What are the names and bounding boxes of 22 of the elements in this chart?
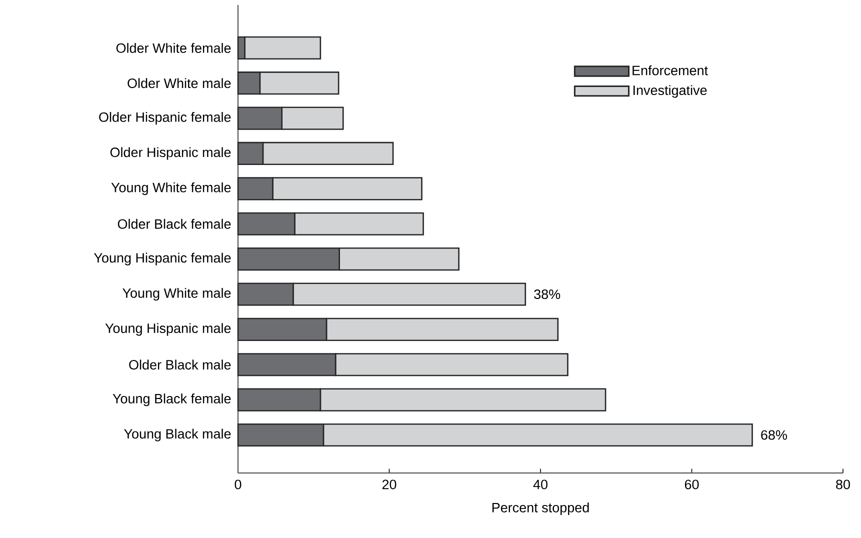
x-tick-label: 20 [382,480,396,490]
y-tick-label: Young Black female [112,394,231,406]
x-tick-label: 60 [684,480,699,490]
x-axis-title: Percent stopped [492,502,589,516]
y-tick-label: Older Hispanic female [99,112,231,125]
y-tick-label: Young White female [111,182,231,195]
y-tick-label: Young Black male [124,428,231,442]
annotation: 38% [534,289,560,300]
annotation: 68% [761,430,787,440]
y-tick-label: Older White female [116,42,231,53]
y-tick-label: Older Hispanic male [110,147,231,160]
x-tick-label: 80 [836,480,850,490]
y-tick-label: Young White male [122,288,231,301]
y-tick-label: Older Black female [118,218,231,229]
x-tick-label: 0 [234,480,242,490]
legend-label: Investigative [634,85,707,98]
x-tick-label: 40 [533,480,548,490]
y-tick-label: Young Hispanic female [94,252,231,266]
y-tick-label: Older Black male [129,360,231,370]
y-tick-label: Young Hispanic male [105,323,231,336]
y-tick-label: Older White male [128,78,231,88]
legend-label: Enforcement [632,65,708,76]
